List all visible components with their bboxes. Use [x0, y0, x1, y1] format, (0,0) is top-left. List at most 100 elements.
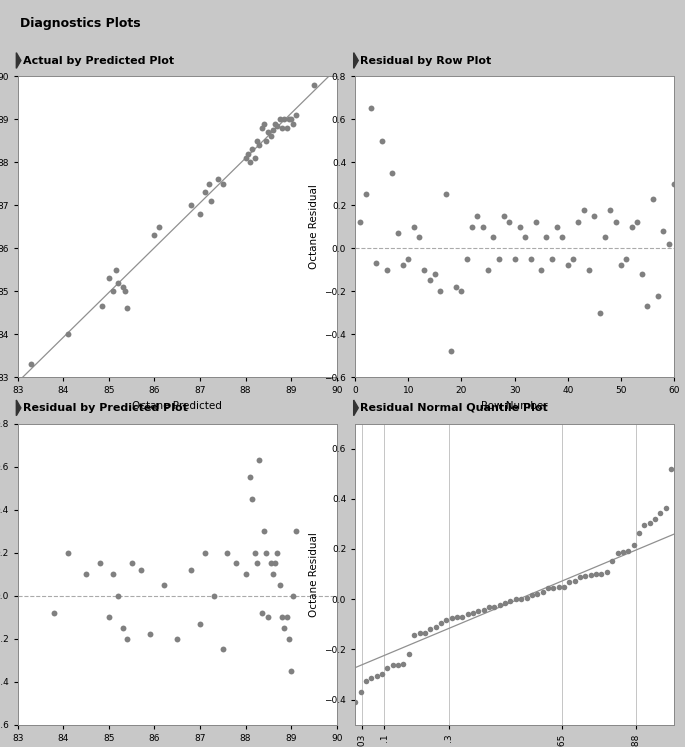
Point — [669, 178, 680, 190]
Point — [607, 555, 618, 567]
Point — [575, 571, 586, 583]
Point — [451, 612, 462, 624]
Point — [510, 593, 521, 605]
Point — [398, 658, 409, 670]
Point — [97, 300, 108, 312]
Point — [260, 134, 271, 146]
Point — [263, 126, 274, 138]
Point — [81, 568, 92, 580]
Point — [521, 592, 532, 604]
Point — [360, 188, 371, 200]
Point — [149, 229, 160, 241]
Point — [590, 568, 601, 580]
Point — [286, 665, 297, 677]
Point — [626, 221, 637, 233]
Point — [62, 328, 73, 340]
Point — [26, 359, 37, 371]
Point — [382, 662, 393, 674]
Point — [242, 148, 253, 160]
Point — [371, 670, 382, 682]
Point — [284, 633, 295, 645]
Point — [290, 109, 301, 121]
Point — [110, 264, 121, 276]
Point — [108, 285, 119, 297]
Point — [108, 568, 119, 580]
Point — [145, 628, 155, 640]
Point — [493, 253, 504, 265]
Point — [186, 564, 197, 576]
Point — [258, 117, 269, 129]
Point — [530, 217, 541, 229]
Point — [564, 576, 575, 588]
Point — [387, 167, 398, 179]
Point — [112, 589, 123, 601]
Point — [393, 227, 403, 239]
Point — [446, 612, 457, 624]
Point — [663, 238, 674, 250]
Point — [484, 601, 495, 613]
Point — [408, 221, 419, 233]
Point — [489, 601, 500, 613]
Point — [647, 193, 658, 205]
Point — [466, 221, 477, 233]
Point — [547, 253, 558, 265]
Point — [217, 178, 228, 190]
Point — [403, 648, 414, 660]
Point — [251, 134, 262, 146]
Point — [203, 178, 214, 190]
Point — [199, 547, 210, 559]
Point — [435, 285, 446, 297]
Point — [126, 557, 137, 569]
Point — [557, 232, 568, 244]
Point — [553, 581, 564, 593]
Point — [596, 568, 607, 580]
Polygon shape — [16, 400, 21, 415]
Point — [482, 264, 493, 276]
Point — [585, 569, 596, 581]
Point — [445, 345, 456, 357]
Point — [263, 611, 274, 623]
Point — [477, 221, 488, 233]
Point — [284, 114, 295, 125]
Point — [543, 583, 553, 595]
Point — [281, 611, 292, 623]
Y-axis label: Octane Residual: Octane Residual — [309, 532, 319, 616]
Point — [279, 114, 290, 125]
Point — [495, 599, 506, 611]
Point — [253, 139, 264, 151]
Point — [644, 517, 655, 529]
Point — [632, 217, 643, 229]
Point — [136, 564, 147, 576]
Point — [621, 253, 632, 265]
Point — [217, 643, 228, 655]
Point — [251, 557, 262, 569]
Point — [281, 122, 292, 134]
Point — [573, 217, 584, 229]
Point — [274, 579, 285, 591]
Point — [277, 611, 288, 623]
Point — [658, 225, 669, 237]
Text: Residual Normal Quantile Plot: Residual Normal Quantile Plot — [360, 403, 548, 413]
Point — [580, 571, 591, 583]
Point — [290, 525, 301, 537]
Point — [525, 253, 536, 265]
Text: Residual by Row Plot: Residual by Row Plot — [360, 55, 491, 66]
Point — [419, 264, 429, 276]
Point — [355, 217, 366, 229]
Point — [440, 188, 451, 200]
Point — [461, 253, 472, 265]
Point — [256, 122, 267, 134]
Point — [95, 557, 105, 569]
Point — [288, 589, 299, 601]
Point — [360, 675, 371, 686]
Point — [103, 273, 114, 285]
Point — [245, 156, 256, 168]
Point — [440, 614, 451, 626]
Point — [610, 217, 621, 229]
Point — [272, 120, 283, 131]
Point — [270, 557, 281, 569]
Point — [568, 253, 579, 265]
Point — [509, 253, 520, 265]
Point — [605, 203, 616, 215]
Point — [615, 259, 626, 271]
